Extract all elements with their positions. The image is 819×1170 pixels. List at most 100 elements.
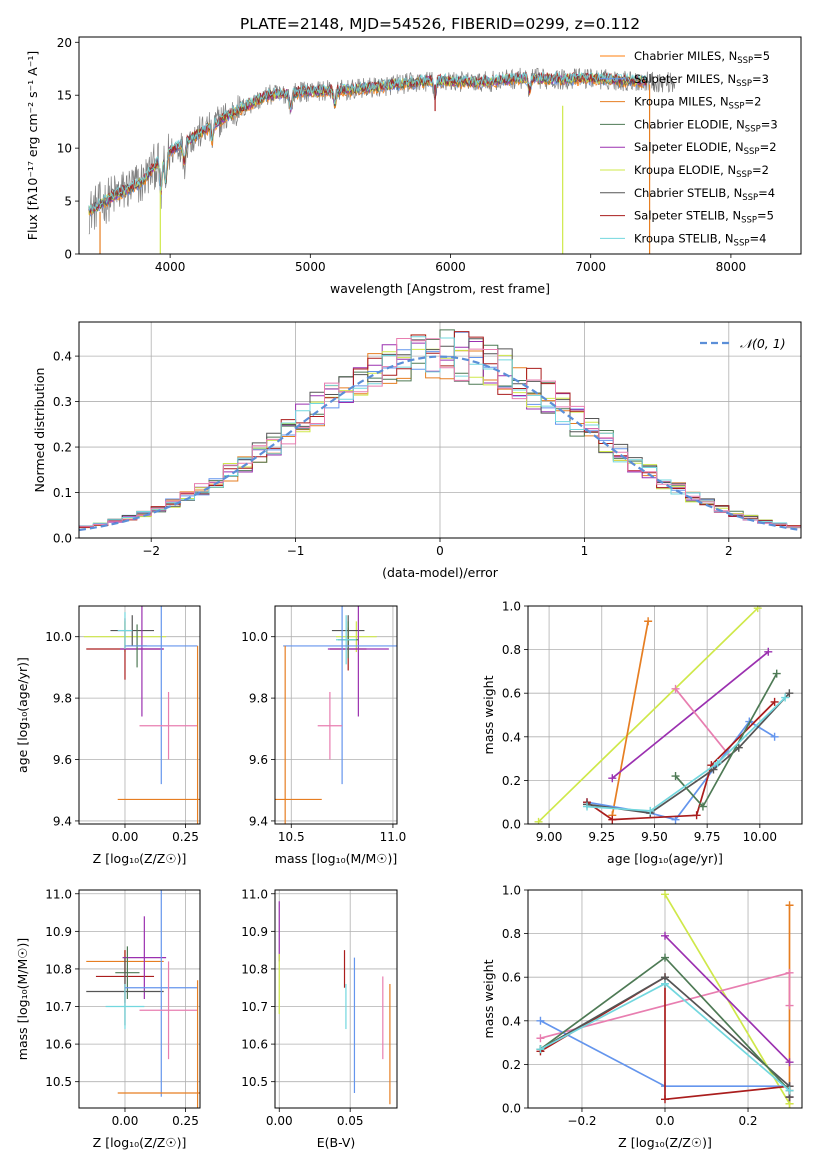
errorbar-point (115, 946, 140, 999)
legend-label: Salpeter ELODIE, NSSP=2 (634, 140, 777, 157)
y-tick-label: 10.5 (45, 1075, 72, 1089)
x-tick-label: 4000 (155, 260, 186, 274)
series-marker (770, 697, 779, 706)
series-marker (646, 806, 655, 815)
weight-series (534, 606, 762, 824)
series-marker (785, 689, 794, 698)
x-axis-label: Z [log₁₀(Z/Z☉)] (618, 1135, 712, 1150)
grid (275, 890, 397, 1108)
plot-area (534, 606, 794, 824)
legend-label: Kroupa MILES, NSSP=2 (634, 95, 761, 112)
x-axis-label: mass [log₁₀(M/M☉)] (275, 851, 397, 866)
series-line (537, 607, 759, 823)
series-marker (536, 1045, 545, 1054)
y-tick-label: 1.0 (502, 600, 521, 614)
weight-series (671, 684, 733, 759)
plot-area (275, 606, 397, 824)
grid (275, 606, 397, 824)
y-tick-label: 9.8 (249, 692, 268, 706)
series-marker (536, 1016, 545, 1025)
series-line (611, 651, 769, 779)
series-marker (692, 811, 701, 820)
legend-label: Chabrier ELODIE, NSSP=3 (634, 117, 778, 134)
y-tick-label: 0.2 (53, 441, 72, 455)
x-tick-label: 6000 (435, 260, 466, 274)
panel-residuals: −2 −1 0 1 2 0.0 0.1 0.2 0.3 0.4 (data-model)/error… (32, 321, 802, 580)
x-tick-label: 0.25 (172, 1114, 199, 1128)
errorbar-point (336, 621, 377, 653)
series-marker (671, 684, 680, 693)
x-tick-label: 7000 (575, 260, 606, 274)
x-tick-label: −2 (142, 544, 160, 558)
y-axis-label: Normed distribution (32, 368, 47, 493)
series-marker (661, 953, 669, 962)
plot-area (83, 606, 200, 824)
legend-label: 𝒩(0, 1) (740, 336, 786, 351)
series-line (586, 696, 786, 812)
grid (79, 606, 200, 824)
weight-series (671, 669, 781, 811)
x-axis-label: age [log₁₀(age/yr)] (607, 851, 723, 866)
y-tick-label: 10.5 (241, 1075, 268, 1089)
x-tick-label: 10.00 (743, 830, 777, 844)
plot-area (86, 890, 200, 1108)
x-axis-label: E(B-V) (317, 1135, 356, 1150)
errorbar-point (117, 645, 200, 824)
series-line (540, 975, 791, 1101)
y-tick-label: 10.7 (241, 1000, 268, 1014)
y-tick-label: 0 (64, 248, 72, 262)
series-marker (781, 693, 790, 702)
x-tick-label: 9.50 (641, 830, 668, 844)
panel-mass_vs_z: 0.00 0.25 10.5 10.6 10.7 10.8 10.9 11.0 Z [log₁₀… (15, 887, 201, 1150)
y-tick-label: 10.8 (241, 962, 268, 976)
errorbar-point (122, 916, 167, 999)
errorbar-point (336, 615, 357, 665)
series-marker (661, 979, 669, 988)
series-marker (785, 968, 794, 977)
y-tick-label: 0.2 (502, 774, 521, 788)
series-marker (753, 606, 762, 613)
series-marker (764, 647, 773, 656)
series-marker (583, 802, 592, 811)
y-tick-label: 20 (57, 36, 72, 50)
x-tick-label: −0.2 (567, 1114, 596, 1128)
panel-weight_vs_z: −0.2 0.0 0.2 0.0 0.2 0.4 0.6 0.8 1.0 Z [log₁₀(Z/Z… (481, 884, 803, 1150)
legend: Chabrier MILES, NSSP=5 Salpeter MILES, NS… (600, 49, 778, 248)
series-marker (785, 1058, 794, 1067)
x-axis-label: wavelength [Angstrom, rest frame] (330, 281, 550, 296)
panel-mass_vs_ebv: 0.00 0.05 10.5 10.6 10.7 10.8 10.9 11.0 E(B-V) (241, 887, 398, 1150)
residual-histogram (79, 338, 801, 538)
axes-frame (78, 36, 802, 255)
x-tick-label: 0.0 (655, 1114, 674, 1128)
plot-area (88, 67, 676, 254)
x-tick-label: 9.25 (588, 830, 615, 844)
axes-frame (527, 605, 803, 825)
plot-area (536, 890, 794, 1108)
weight-series (583, 697, 779, 824)
x-tick-label: 11.0 (380, 830, 407, 844)
y-tick-label: 10.9 (45, 925, 72, 939)
legend-label: Kroupa STELIB, NSSP=4 (634, 231, 766, 248)
y-tick-label: 10.0 (241, 630, 268, 644)
panel-spectrum: 4000 5000 6000 7000 8000 0 5 10 15 20 wavelength [… (25, 36, 802, 296)
series-marker (536, 1034, 545, 1043)
plot-area (278, 901, 391, 1105)
y-tick-label: 9.4 (53, 814, 72, 828)
y-tick-label: 9.6 (53, 753, 72, 767)
series-marker (785, 1001, 794, 1010)
y-axis-label: mass [log₁₀(M/M☉)] (15, 938, 30, 1060)
y-axis-label: age [log₁₀(age/yr)] (15, 657, 30, 773)
series-line (611, 621, 649, 816)
y-tick-label: 0.4 (502, 1014, 521, 1028)
series-marker (785, 1086, 794, 1095)
plot-area (79, 329, 801, 538)
x-tick-label: 0.00 (266, 1114, 293, 1128)
legend-label: Salpeter STELIB, NSSP=5 (634, 209, 774, 226)
errorbar-point (275, 645, 322, 824)
legend-label: Chabrier MILES, NSSP=5 (634, 49, 770, 66)
y-tick-label: 9.6 (249, 753, 268, 767)
x-tick-label: 9.75 (694, 830, 721, 844)
errorbar-point (105, 983, 145, 1030)
y-tick-label: 0.8 (502, 643, 521, 657)
series-line (664, 935, 791, 1063)
